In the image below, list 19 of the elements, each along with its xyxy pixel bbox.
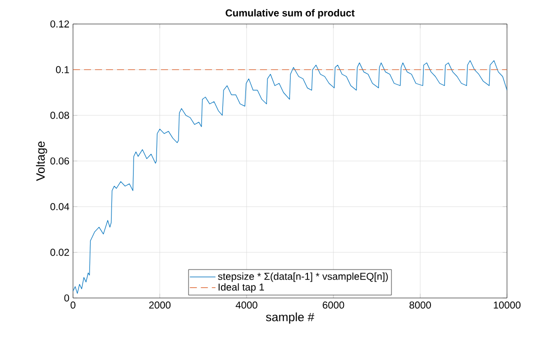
x-axis-title: sample # <box>266 312 314 324</box>
y-tick-label: 0.04 <box>50 203 70 210</box>
line-series <box>73 60 507 294</box>
x-tick-label: 6000 <box>322 302 344 309</box>
x-tick-label: 4000 <box>236 302 258 309</box>
legend-label: stepsize * Σ(data[n-1] * vsampleEQ[n]) <box>218 272 388 282</box>
chart-title: Cumulative sum of product <box>226 9 355 18</box>
x-tick-label: 10000 <box>494 302 521 309</box>
x-tick-label: 0 <box>70 302 76 309</box>
y-tick-label: 0.02 <box>50 248 69 256</box>
y-tick-label: 0.06 <box>50 157 70 165</box>
x-tick-label: 8000 <box>410 302 431 309</box>
y-tick-label: 0.12 <box>50 20 69 28</box>
legend-label: Ideal tap 1 <box>218 283 264 293</box>
y-tick-label: 0 <box>64 294 70 302</box>
y-axis-title: Voltage <box>36 142 48 181</box>
x-tick-label: 2000 <box>149 302 171 309</box>
y-tick-label: 0.08 <box>50 112 70 119</box>
y-tick-label: 0.1 <box>56 66 69 74</box>
